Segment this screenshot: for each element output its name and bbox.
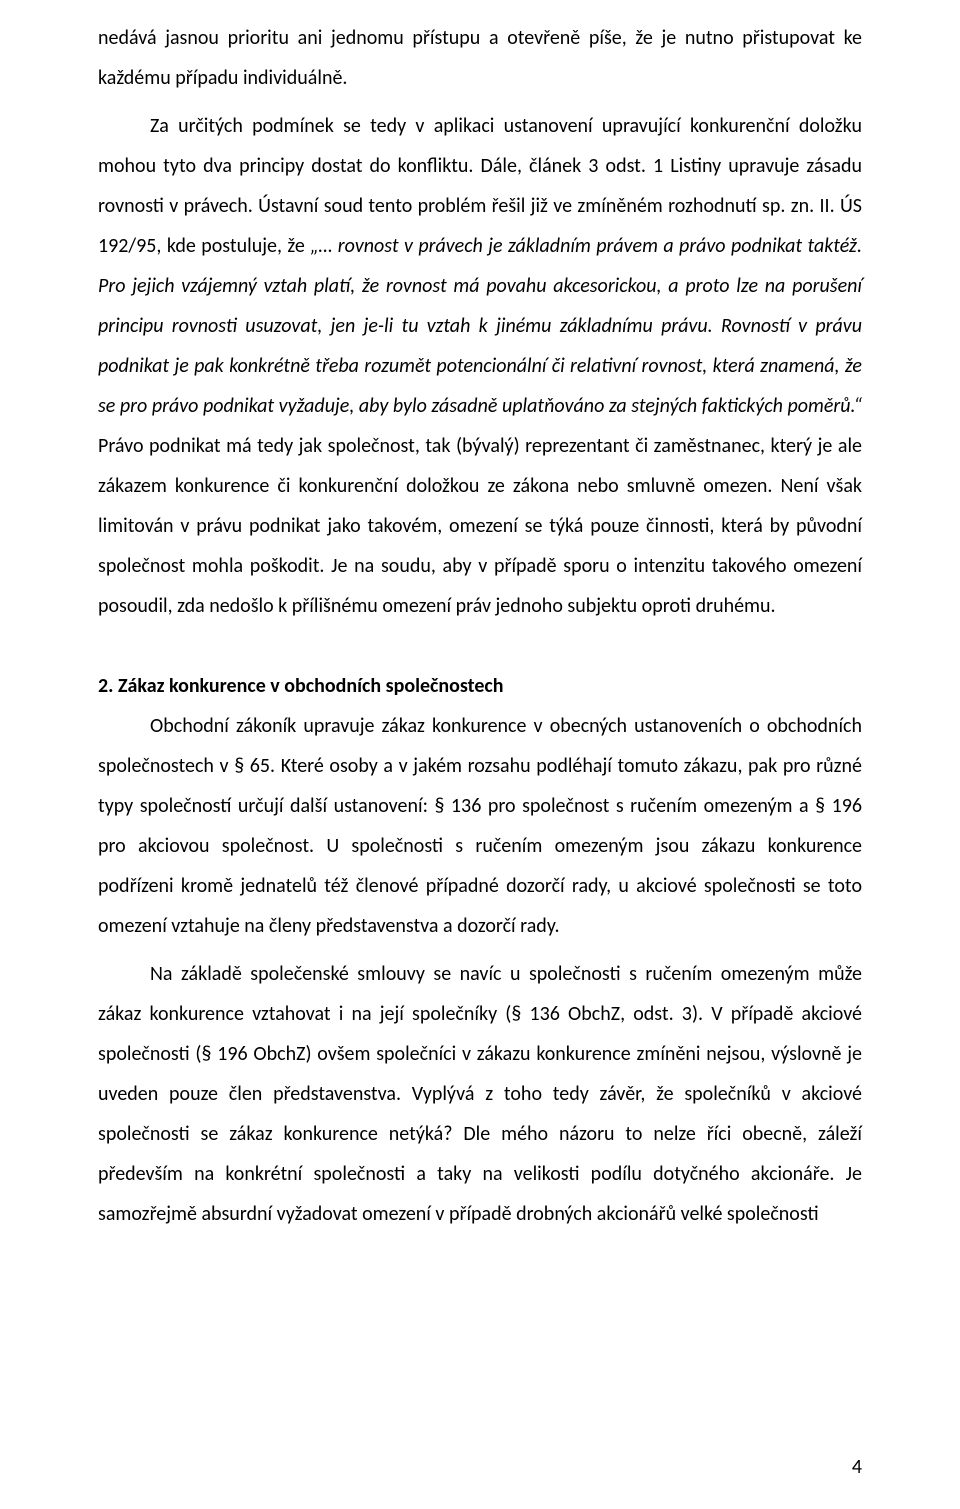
paragraph-1: nedává jasnou prioritu ani jednomu příst…: [98, 18, 862, 98]
paragraph-4: Na základě společenské smlouvy se navíc …: [98, 954, 862, 1234]
paragraph-1-text: nedává jasnou prioritu ani jednomu příst…: [98, 26, 862, 90]
paragraph-3: Obchodní zákoník upravuje zákaz konkuren…: [98, 706, 862, 946]
page-number: 4: [852, 1455, 862, 1479]
paragraph-2-italic: „… rovnost v právech je základním právem…: [98, 234, 862, 418]
document-page: nedává jasnou prioritu ani jednomu příst…: [0, 0, 960, 1509]
paragraph-3-text: Obchodní zákoník upravuje zákaz konkuren…: [98, 714, 862, 938]
section-heading: 2. Zákaz konkurence v obchodních společn…: [98, 666, 862, 706]
section-spacer: [98, 634, 862, 666]
paragraph-2: Za určitých podmínek se tedy v aplikaci …: [98, 106, 862, 626]
paragraph-4-text: Na základě společenské smlouvy se navíc …: [98, 962, 862, 1226]
paragraph-2-frag3: Právo podnikat má tedy jak společnost, t…: [98, 434, 862, 618]
section-heading-text: 2. Zákaz konkurence v obchodních společn…: [98, 674, 504, 698]
